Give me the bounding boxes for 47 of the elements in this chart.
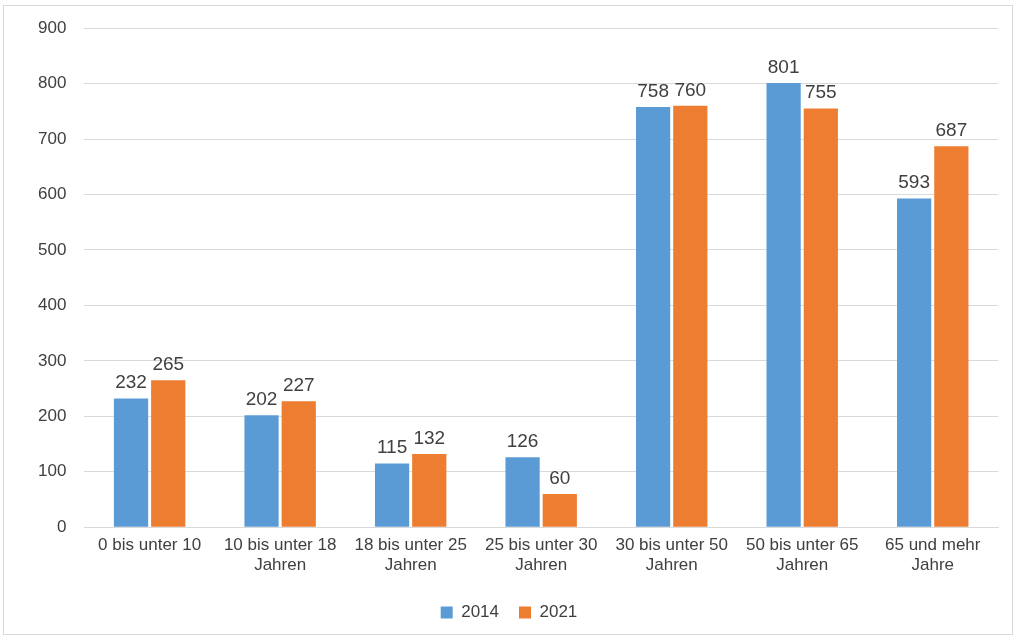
y-tick-label: 400 [37,295,67,315]
data-label: 265 [152,353,185,375]
data-label: 687 [935,119,968,141]
data-label: 227 [282,374,315,396]
x-tick-label: 65 und mehr Jahre [885,535,981,575]
y-tick-label: 600 [37,184,67,204]
x-tick-label: 25 bis unter 30 Jahren [484,535,598,575]
y-tick-label: 900 [37,17,67,37]
y-tick-label: 200 [37,406,67,425]
data-label: 115 [376,436,408,458]
legend-label: 2021 [539,602,578,622]
data-label: 232 [115,371,147,393]
bar [244,415,279,527]
bar [542,493,577,527]
bar [897,198,932,527]
bar [673,105,708,527]
bar [281,401,316,527]
data-label: 202 [245,387,278,409]
y-tick-label: 500 [37,239,67,259]
x-tick-label: 50 bis unter 65 Jahren [745,535,859,575]
data-label: 760 [674,78,707,100]
data-label: 593 [898,171,930,193]
bar [412,454,447,527]
data-label: 801 [767,55,800,77]
bar [934,146,969,527]
x-tick-label: 0 bis unter 10 [98,535,202,555]
y-tick-label: 700 [37,128,67,148]
y-tick-label: 0 [56,516,67,536]
data-label: 132 [413,426,446,448]
data-label: 758 [637,79,669,101]
bar [766,83,801,527]
y-tick-label: 300 [37,350,67,370]
bar [151,380,186,527]
x-tick-label: 30 bis unter 50 Jahren [615,535,728,575]
data-label: 60 [549,466,571,488]
y-tick-label: 100 [37,461,67,481]
bar [374,463,410,527]
bar [803,108,838,527]
bar [505,457,540,527]
bar [635,106,671,527]
legend-label: 2014 [461,602,500,622]
x-tick-label: 18 bis unter 25 Jahren [354,535,467,575]
y-tick-label: 800 [37,73,67,93]
x-tick-label: 10 bis unter 18 Jahren [223,535,337,575]
data-label: 126 [506,430,539,452]
data-label: 755 [804,81,837,103]
bar [113,398,149,527]
